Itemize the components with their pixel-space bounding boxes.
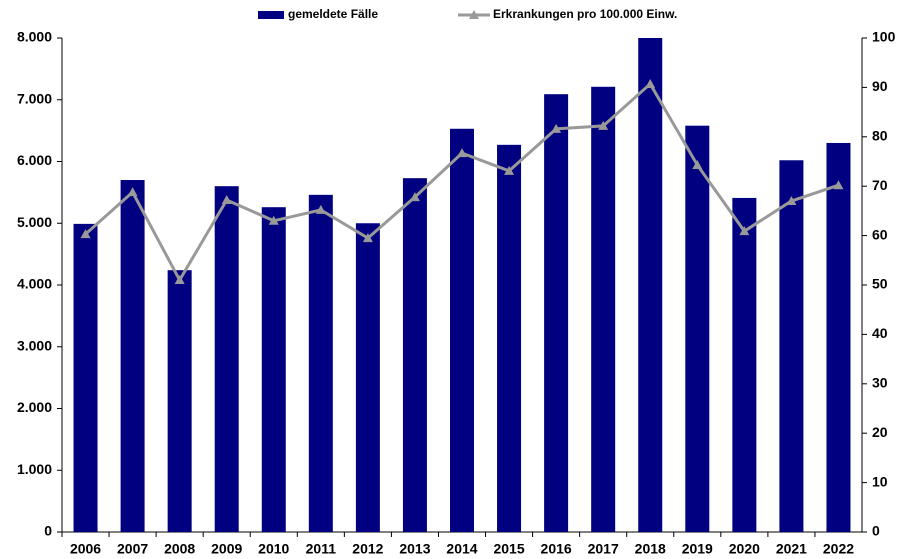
line-marker bbox=[80, 229, 91, 239]
y2-tick-label: 90 bbox=[872, 78, 888, 94]
x-tick-label: 2014 bbox=[446, 541, 477, 557]
x-tick-label: 2011 bbox=[306, 541, 337, 557]
line-marker bbox=[221, 195, 232, 205]
x-tick-label: 2022 bbox=[823, 541, 854, 557]
y2-tick-label: 80 bbox=[872, 128, 888, 144]
y2-tick-label: 40 bbox=[872, 325, 888, 341]
bar bbox=[261, 207, 286, 532]
line-marker bbox=[598, 120, 609, 130]
line-marker bbox=[833, 180, 844, 190]
line-marker bbox=[127, 187, 138, 197]
y2-tick-label: 50 bbox=[872, 276, 888, 292]
x-tick-label: 2021 bbox=[776, 541, 807, 557]
x-tick-label: 2009 bbox=[211, 541, 242, 557]
y-tick-label: 1.000 bbox=[17, 461, 52, 477]
line-marker bbox=[504, 165, 515, 175]
legend: gemeldete Fälle Erkrankungen pro 100.000 … bbox=[258, 7, 677, 21]
bar bbox=[591, 86, 616, 532]
bar bbox=[826, 142, 851, 532]
y2-tick-label: 0 bbox=[872, 523, 880, 539]
y2-tick-label: 100 bbox=[872, 29, 896, 45]
y-tick-label: 4.000 bbox=[17, 276, 52, 292]
bar bbox=[120, 180, 145, 532]
x-tick-label: 2020 bbox=[729, 541, 760, 557]
y-tick-label: 3.000 bbox=[17, 337, 52, 353]
y2-tick-label: 30 bbox=[872, 375, 888, 391]
y-tick-label: 6.000 bbox=[17, 152, 52, 168]
legend-label: Erkrankungen pro 100.000 Einw. bbox=[493, 7, 677, 21]
line-marker bbox=[362, 233, 373, 243]
y-tick-label: 5.000 bbox=[17, 214, 52, 230]
line-marker bbox=[645, 78, 656, 88]
y2-tick-label: 10 bbox=[872, 473, 888, 489]
bar bbox=[73, 223, 98, 532]
bar bbox=[167, 270, 192, 532]
bar bbox=[732, 197, 757, 532]
line-marker bbox=[174, 275, 185, 285]
y2-tick-label: 20 bbox=[872, 424, 888, 440]
line-marker bbox=[739, 226, 750, 236]
bar bbox=[308, 194, 333, 532]
y-tick-label: 8.000 bbox=[17, 29, 52, 45]
legend-label: gemeldete Fälle bbox=[288, 7, 378, 21]
x-tick-label: 2006 bbox=[70, 541, 101, 557]
line-marker bbox=[315, 204, 326, 214]
x-tick-label: 2019 bbox=[682, 541, 713, 557]
y2-tick-label: 70 bbox=[872, 177, 888, 193]
x-tick-label: 2013 bbox=[399, 541, 430, 557]
bar bbox=[355, 223, 380, 532]
legend-swatch bbox=[258, 11, 284, 19]
bar bbox=[685, 125, 710, 532]
line-marker bbox=[692, 159, 703, 169]
x-tick-label: 2018 bbox=[635, 541, 666, 557]
y-tick-label: 7.000 bbox=[17, 90, 52, 106]
x-tick-label: 2010 bbox=[258, 541, 289, 557]
line-marker bbox=[551, 123, 562, 133]
y2-tick-label: 60 bbox=[872, 226, 888, 242]
y-tick-label: 0 bbox=[44, 523, 52, 539]
legend-marker bbox=[469, 10, 479, 19]
bar bbox=[638, 38, 663, 532]
bar bbox=[450, 128, 474, 532]
bar bbox=[214, 186, 239, 532]
bar bbox=[544, 94, 569, 532]
line-marker bbox=[268, 215, 279, 225]
bar bbox=[779, 160, 804, 532]
bar bbox=[497, 144, 522, 532]
x-tick-label: 2012 bbox=[352, 541, 383, 557]
line-marker bbox=[409, 192, 420, 202]
bar bbox=[402, 178, 427, 533]
x-tick-label: 2017 bbox=[588, 541, 619, 557]
line-marker bbox=[786, 196, 797, 206]
x-tick-label: 2015 bbox=[493, 541, 524, 557]
x-tick-label: 2016 bbox=[541, 541, 572, 557]
x-tick-label: 2008 bbox=[164, 541, 195, 557]
x-tick-label: 2007 bbox=[117, 541, 148, 557]
line-marker bbox=[457, 148, 467, 158]
y-tick-label: 2.000 bbox=[17, 399, 52, 415]
